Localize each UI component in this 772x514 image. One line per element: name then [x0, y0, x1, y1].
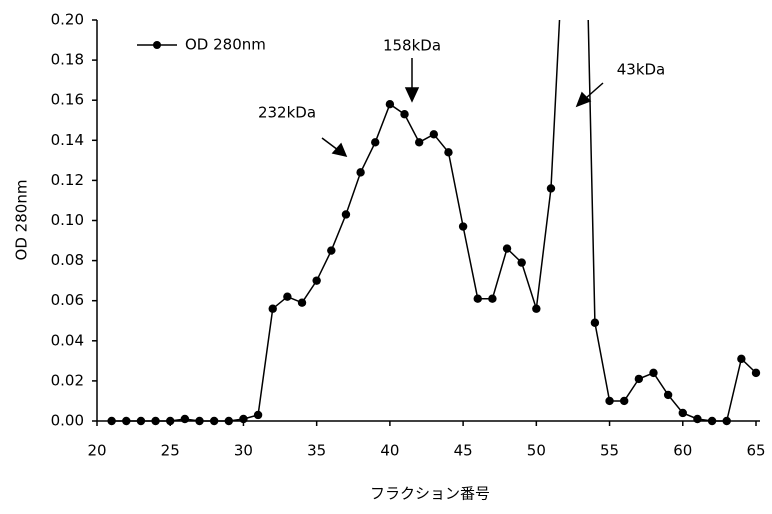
data-point: [737, 355, 745, 363]
x-tick-label: 45: [454, 442, 473, 460]
data-point: [371, 138, 379, 146]
data-point: [459, 222, 467, 230]
annotation: 232kDa: [258, 104, 316, 122]
x-axis-label: フラクション番号: [370, 485, 490, 503]
data-point: [752, 369, 760, 377]
data-point: [591, 319, 599, 327]
y-tick-label: 0.10: [51, 211, 84, 229]
x-tick-label: 65: [746, 442, 765, 460]
data-point: [181, 415, 189, 423]
data-point: [679, 409, 687, 417]
data-point: [693, 415, 701, 423]
y-tick-label: 0.18: [51, 51, 84, 69]
data-point: [444, 148, 452, 156]
data-point: [239, 415, 247, 423]
data-point: [723, 417, 731, 425]
arrows: [322, 58, 603, 156]
data-point: [708, 417, 716, 425]
data-point: [635, 375, 643, 383]
x-tick-label: 35: [307, 442, 326, 460]
data-point: [151, 417, 159, 425]
x-tick-label: 30: [234, 442, 253, 460]
data-point: [488, 294, 496, 302]
data-point: [254, 411, 262, 419]
data-point: [269, 305, 277, 313]
x-tick-label: 20: [87, 442, 106, 460]
data-point: [122, 417, 130, 425]
x-tick-label: 60: [673, 442, 692, 460]
data-point: [166, 417, 174, 425]
data-point: [283, 292, 291, 300]
data-point: [415, 138, 423, 146]
annotation: 158kDa: [383, 37, 441, 55]
annotation: 43kDa: [617, 61, 666, 79]
data-point: [430, 130, 438, 138]
y-tick-label: 0.16: [51, 91, 84, 109]
data-point: [386, 100, 394, 108]
data-point: [532, 305, 540, 313]
data-point: [342, 210, 350, 218]
x-tick-label: 50: [527, 442, 546, 460]
x-tick-label: 25: [161, 442, 180, 460]
data-point: [298, 299, 306, 307]
data-point: [400, 110, 408, 118]
data-point: [210, 417, 218, 425]
y-tick-label: 0.06: [51, 291, 84, 309]
data-point: [620, 397, 628, 405]
y-tick-label: 0.14: [51, 131, 84, 149]
data-point: [605, 397, 613, 405]
x-tick-label: 55: [600, 442, 619, 460]
legend-label: OD 280nm: [185, 36, 266, 54]
y-tick-label: 0.02: [51, 371, 84, 389]
y-axis-label: OD 280nm: [13, 180, 31, 261]
data-point: [547, 184, 555, 192]
x-tick-label: 40: [380, 442, 399, 460]
data-point: [649, 369, 657, 377]
data-point: [195, 417, 203, 425]
data-point: [517, 258, 525, 266]
y-tick-label: 0.08: [51, 251, 84, 269]
y-tick-label: 0.04: [51, 331, 84, 349]
data-point: [137, 417, 145, 425]
data-point: [312, 276, 320, 284]
data-point: [356, 168, 364, 176]
data-point: [327, 246, 335, 254]
y-tick-label: 0.00: [51, 412, 84, 430]
data-point: [107, 417, 115, 425]
data-point: [225, 417, 233, 425]
data-point: [503, 244, 511, 252]
legend-marker: [153, 41, 161, 49]
y-tick-label: 0.20: [51, 11, 84, 29]
data-point: [664, 391, 672, 399]
data-point: [474, 294, 482, 302]
y-tick-label: 0.12: [51, 171, 84, 189]
